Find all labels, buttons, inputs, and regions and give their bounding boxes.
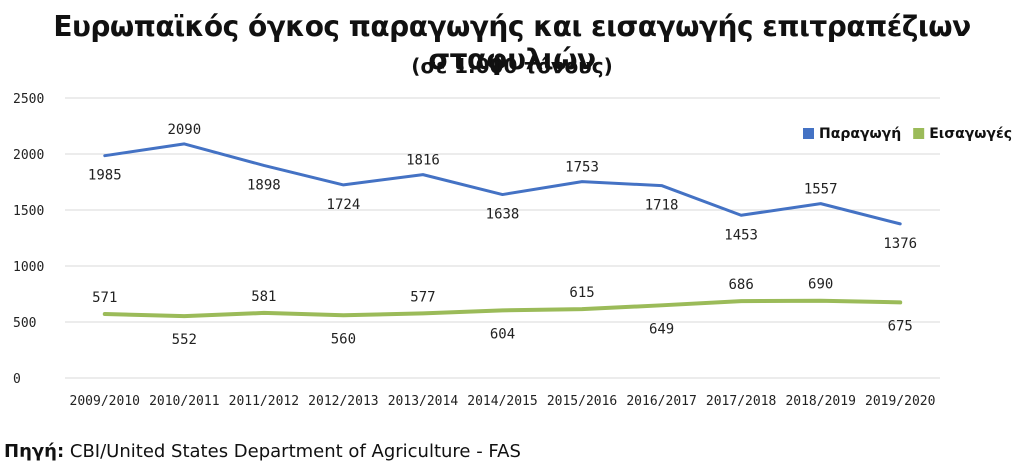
source-note: Πηγή: CBI/United States Department of Ag… [4,441,521,462]
data-label: 577 [410,289,435,305]
y-tick-label: 0 [13,372,21,387]
legend-label-production: Παραγωγή [819,126,901,142]
x-tick-label: 2017/2018 [706,394,776,409]
x-tick-label: 2013/2014 [388,394,459,409]
data-label: 686 [728,277,753,293]
x-tick-label: 2016/2017 [626,394,696,409]
data-label: 1753 [565,160,599,176]
data-label: 649 [649,321,674,337]
series-line-production [103,142,902,226]
data-label: 615 [569,285,594,301]
x-tick-label: 2019/2020 [865,394,935,409]
source-label: Πηγή: [4,441,65,462]
data-label: 560 [331,331,356,347]
x-tick-label: 2018/2019 [785,394,855,409]
x-tick-label: 2010/2011 [149,394,219,409]
y-tick-label: 500 [13,316,36,331]
y-tick-label: 1500 [13,204,44,219]
data-label: 1453 [724,227,758,243]
legend-label-imports: Εισαγωγές [929,126,1012,142]
data-label: 1898 [247,177,281,193]
y-tick-label: 2000 [13,148,44,163]
data-label: 1376 [883,236,917,252]
data-label: 604 [490,326,515,342]
data-label: 1985 [88,168,122,184]
x-tick-label: 2014/2015 [467,394,537,409]
x-tick-label: 2011/2012 [229,394,299,409]
data-label: 1718 [645,198,679,214]
chart-subtitle: (σε 1.000 τόνους) [411,54,613,78]
data-label: 552 [172,332,197,348]
data-label: 675 [888,318,913,334]
data-label: 1816 [406,153,440,169]
x-tick-label: 2012/2013 [308,394,378,409]
chart-title: Ευρωπαϊκός όγκος παραγωγής και εισαγωγής… [53,10,971,76]
legend-swatch-imports [913,128,925,139]
y-tick-label: 2500 [13,92,44,107]
series-line-imports [102,298,903,319]
data-label: 1724 [327,197,361,213]
x-tick-label: 2009/2010 [70,394,140,409]
y-tick-label: 1000 [13,260,44,275]
x-tick-label: 2015/2016 [547,394,617,409]
data-label: 1638 [486,207,520,223]
data-label: 690 [808,277,833,293]
data-label: 2090 [167,122,201,138]
data-label: 581 [251,289,276,305]
data-label: 571 [92,290,117,306]
data-label: 1557 [804,182,838,198]
legend-swatch-production [803,128,814,139]
source-text: CBI/United States Department of Agricult… [69,441,521,462]
